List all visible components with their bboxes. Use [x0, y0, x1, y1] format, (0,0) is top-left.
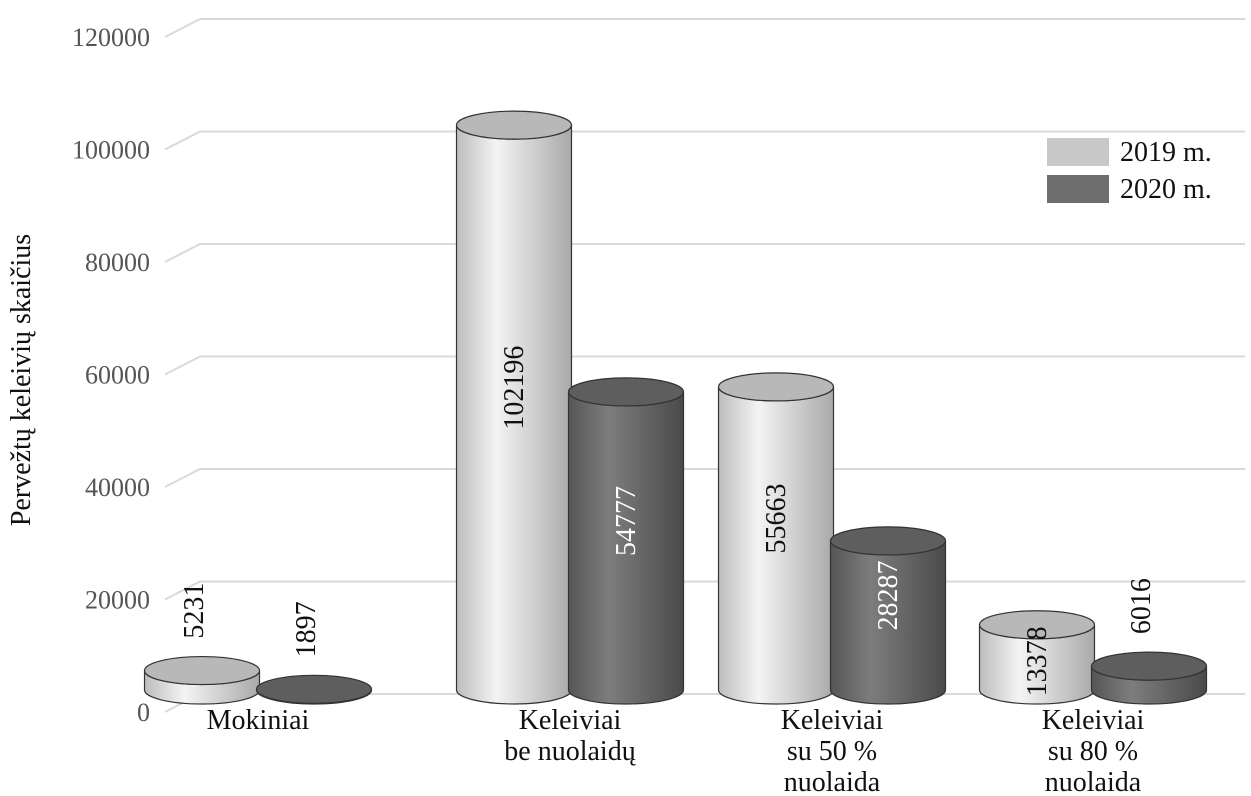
bar-top	[455, 110, 573, 140]
data-label: 102196	[499, 346, 530, 430]
gridline	[164, 130, 1245, 151]
bar-cylinder	[829, 526, 947, 705]
category-label: Keleiviai	[1042, 705, 1145, 736]
bar-cylinder	[143, 655, 261, 705]
bar-top	[567, 377, 685, 407]
y-tick-label: 40000	[85, 473, 150, 502]
bar-cylinder	[455, 110, 573, 705]
legend-label: 2019 m.	[1120, 137, 1212, 168]
data-label: 13378	[1022, 626, 1053, 696]
legend-swatch	[1047, 138, 1109, 166]
legend-label: 2020 m.	[1120, 174, 1212, 205]
gridlines	[164, 18, 1245, 713]
y-axis-label: Pervežtų keleivių skaičius	[6, 234, 37, 526]
y-tick-label: 0	[137, 698, 150, 727]
y-tick-label: 120000	[72, 23, 150, 52]
data-label: 28287	[873, 560, 904, 630]
data-label: 5231	[179, 583, 210, 639]
category-label: Keleiviai	[781, 705, 884, 736]
bar-top	[143, 655, 261, 686]
gridline	[164, 580, 1245, 601]
y-axis-ticks: 0 20000 40000 60000 80000 100000 120000	[72, 23, 150, 727]
bar-top	[829, 526, 947, 556]
data-label: 55663	[761, 483, 792, 553]
category-label: nuolaida	[784, 767, 881, 796]
y-tick-label: 100000	[72, 136, 150, 165]
category-label: su 80 %	[1048, 736, 1138, 767]
bar-cylinder	[978, 610, 1096, 705]
data-label: 6016	[1126, 578, 1157, 634]
bar-cylinder	[255, 674, 373, 705]
bars	[143, 110, 1208, 705]
data-label: 1897	[291, 601, 322, 657]
gridline	[164, 468, 1245, 488]
data-label: 54777	[611, 486, 642, 556]
bar-top	[978, 610, 1096, 640]
gridline	[164, 355, 1245, 376]
bar-top	[255, 674, 373, 704]
category-label: Mokiniai	[207, 705, 310, 736]
legend: 2019 m. 2020 m.	[1047, 137, 1212, 205]
gridline	[164, 18, 1245, 38]
gridline	[164, 243, 1245, 263]
bar-cylinder	[567, 377, 685, 705]
category-label: Keleiviai	[519, 705, 622, 736]
data-labels: 5231 102196 55663 13378 1897 54777 28287 6016	[179, 346, 1157, 697]
y-tick-label: 60000	[85, 361, 150, 390]
legend-swatch	[1047, 175, 1109, 203]
category-label: nuolaida	[1045, 767, 1142, 796]
category-label: su 50 %	[787, 736, 877, 767]
category-label: be nuolaidų	[504, 736, 636, 767]
bar-cylinder	[717, 372, 835, 705]
bar-cylinder	[1090, 651, 1208, 705]
y-tick-label: 20000	[85, 586, 150, 615]
y-tick-label: 80000	[85, 248, 150, 277]
bar-top	[717, 372, 835, 402]
bar-top	[1090, 651, 1208, 681]
